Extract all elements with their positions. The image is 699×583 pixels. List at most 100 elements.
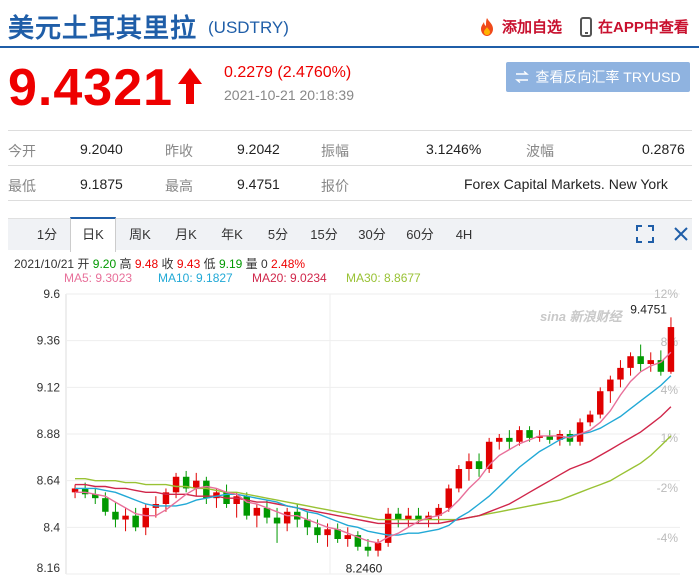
candle-body <box>395 513 402 520</box>
y-tick-label: 8.16 <box>37 561 61 575</box>
tab-60min[interactable]: 60分 <box>406 227 434 242</box>
stats-row: 最低 9.1875 最高 9.4751 报价 Forex Capital Mar… <box>8 166 692 201</box>
candle-body <box>142 507 149 528</box>
ma5-line <box>75 351 672 544</box>
add-watchlist-button[interactable]: 添加自选 <box>478 16 562 37</box>
candle-body <box>253 507 261 516</box>
stat-label: 振幅 <box>321 143 349 159</box>
tab-1min[interactable]: 1分 <box>36 227 58 242</box>
candle-body <box>586 414 594 423</box>
candle-body <box>172 476 180 493</box>
candle-body <box>607 379 614 392</box>
candle-body <box>556 434 564 440</box>
tab-weekly-k[interactable]: 周K <box>129 227 151 242</box>
ma10-legend: MA10: 9.1827 <box>158 271 233 285</box>
reverse-rate-button[interactable]: 查看反向汇率 TRYUSD <box>506 62 690 92</box>
volume-label: 量 <box>245 257 258 271</box>
stat-value: 9.4751 <box>237 176 280 192</box>
sina-watermark: sina 新浪财经 <box>540 309 622 324</box>
tab-5min[interactable]: 5分 <box>267 227 289 242</box>
y-tick-label: 8.4 <box>43 520 60 534</box>
ohlc-date: 2021/10/21 <box>14 257 75 271</box>
stat-label: 波幅 <box>526 143 554 159</box>
candlestick-chart[interactable]: 9.69.369.128.888.648.48.1612%8%4%1%-2%-4… <box>0 284 699 583</box>
candle-body <box>405 515 412 520</box>
page-header: 美元土耳其里拉 (USDTRY) 添加自选 在APP中查看 <box>0 0 699 48</box>
candle-body <box>637 356 644 364</box>
close-value: 9.43 <box>176 257 201 271</box>
tab-30min[interactable]: 30分 <box>358 227 386 242</box>
min-price-label: 8.2460 <box>346 562 383 576</box>
volume-value: 0 <box>261 257 268 271</box>
candle-body <box>334 529 341 539</box>
candle-body <box>162 492 170 504</box>
candle-body <box>324 529 331 536</box>
candle-body <box>304 519 311 528</box>
candle-body <box>496 437 503 442</box>
stat-value: 3.1246% <box>426 141 482 157</box>
close-icon[interactable] <box>672 225 690 243</box>
candle-body <box>576 422 584 442</box>
candle-body <box>71 488 79 493</box>
open-value: 9.20 <box>92 257 117 271</box>
candle-body <box>485 441 493 469</box>
ma20-legend: MA20: 9.0234 <box>252 271 327 285</box>
candle-body <box>263 507 271 518</box>
price-change: 0.2279 (2.4760%) <box>224 64 352 81</box>
stats-table: 今开 9.2040 昨收 9.2042 振幅 3.1246% 波幅 0.2876… <box>8 130 692 201</box>
symbol-code: (USDTRY) <box>208 18 289 37</box>
stats-row: 今开 9.2040 昨收 9.2042 振幅 3.1246% 波幅 0.2876 <box>8 131 692 166</box>
candle-body <box>597 391 604 415</box>
ma30-legend: MA30: 8.8677 <box>346 271 421 285</box>
candle-body <box>273 517 281 524</box>
stat-label: 最高 <box>165 178 193 194</box>
candle-body <box>374 542 382 551</box>
fire-icon <box>481 17 493 36</box>
pct-tick-label: 4% <box>661 383 679 397</box>
phone-icon <box>580 16 592 37</box>
low-value: 9.19 <box>218 257 243 271</box>
stat-label: 报价 <box>321 178 349 194</box>
candle-body <box>92 494 99 499</box>
high-label: 高 <box>119 257 132 271</box>
candle-body <box>314 527 321 536</box>
candle-body <box>354 535 362 547</box>
candle-body <box>435 507 442 516</box>
stat-value: 9.2040 <box>80 141 123 157</box>
candle-body <box>455 469 463 489</box>
candle-body <box>102 498 109 512</box>
candle-body <box>283 511 291 524</box>
candle-body <box>627 356 634 368</box>
y-tick-label: 9.12 <box>37 380 61 394</box>
candle-body <box>243 496 250 516</box>
pct-tick-label: 12% <box>654 287 678 301</box>
y-tick-label: 8.88 <box>37 427 61 441</box>
candle-body <box>132 515 139 528</box>
candle-body <box>445 488 452 508</box>
candle-body <box>344 535 351 539</box>
fullscreen-icon[interactable] <box>636 225 654 243</box>
candle-body <box>81 488 89 495</box>
candle-body <box>203 480 210 499</box>
candle-body <box>415 515 422 520</box>
tab-daily-k[interactable]: 日K <box>70 217 116 252</box>
stat-label: 最低 <box>8 178 36 194</box>
tab-yearly-k[interactable]: 年K <box>221 227 243 242</box>
open-in-app-button[interactable]: 在APP中查看 <box>580 16 689 37</box>
candle-body <box>506 437 513 442</box>
candle-body <box>364 546 372 551</box>
candle-body <box>526 430 533 438</box>
page-title: 美元土耳其里拉 <box>8 13 198 43</box>
tab-monthly-k[interactable]: 月K <box>175 227 197 242</box>
tab-15min[interactable]: 15分 <box>310 227 338 242</box>
ma10-line <box>75 375 672 536</box>
open-label: 开 <box>77 257 90 271</box>
stat-value: 0.2876 <box>642 141 685 157</box>
stat-label: 今开 <box>8 143 36 159</box>
stat-value: Forex Capital Markets. New York <box>464 176 668 192</box>
arrow-up-icon <box>178 68 202 104</box>
candle-body <box>536 435 543 438</box>
low-label: 低 <box>203 257 216 271</box>
candle-body <box>233 496 240 504</box>
tab-4h[interactable]: 4H <box>455 227 473 242</box>
